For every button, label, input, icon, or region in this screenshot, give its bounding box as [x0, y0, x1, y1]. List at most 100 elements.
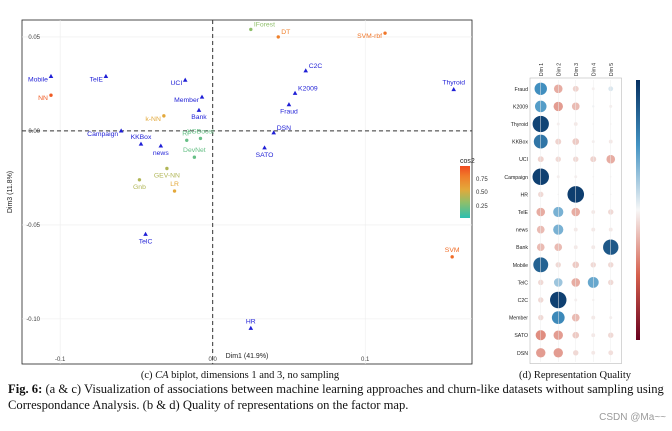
corr-row-label: SATO — [514, 333, 528, 339]
caption-c-italic: CA — [155, 370, 169, 381]
point-label-uci: UCI — [171, 80, 183, 87]
figure-label: Fig. 6: — [8, 382, 43, 396]
watermark: CSDN @Ma~~ — [599, 412, 666, 423]
point-label-k2009: K2009 — [298, 85, 318, 92]
y-tick-label: -0.10 — [26, 317, 40, 323]
x-tick-label: 0.1 — [361, 357, 370, 363]
corr-row-label: K2009 — [513, 104, 528, 110]
point-thyroid — [451, 87, 456, 92]
point-label-c2c: C2C — [309, 63, 323, 70]
point-k-nn — [162, 114, 166, 118]
corr-row-label: Bank — [516, 245, 528, 251]
point-fraud — [286, 102, 292, 107]
point-nn — [49, 93, 53, 97]
corr-cell — [573, 350, 579, 356]
y-tick-label: -0.05 — [26, 223, 40, 229]
point-iforest — [249, 27, 253, 32]
point-label-dt: DT — [281, 29, 290, 36]
point-gnb — [137, 178, 142, 182]
point-tele — [103, 73, 109, 78]
subfigure-caption-d: (d) Representation Quality — [519, 370, 631, 381]
representation-quality-corrplot: Dim 1 Dim 2 Dim 3 Dim 4 Dim 5 Fraud K2009 Thyro… — [504, 63, 622, 364]
corr-cell — [536, 348, 546, 358]
legend-tick-050: 0.50 — [476, 190, 488, 196]
point-news — [158, 143, 164, 148]
point-label-dsn: DSN — [277, 125, 291, 132]
point-label-news: news — [153, 150, 169, 157]
point-hr — [248, 325, 254, 330]
point-label-thyroid: Thyroid — [442, 80, 465, 87]
corr-row-label: DSN — [517, 351, 528, 357]
figure-caption: Fig. 6: (a & c) Visualization of associa… — [8, 382, 668, 413]
point-label-mobile: Mobile — [28, 76, 48, 83]
corr-col-label: Dim 5 — [609, 63, 615, 76]
x-tick-label: -0.1 — [55, 357, 66, 363]
point-label-iforest: IForest — [254, 21, 275, 28]
point-label-hr: HR — [246, 318, 256, 325]
point-label-devnet: DevNet — [183, 147, 206, 154]
caption-c-label: (c) — [140, 370, 153, 381]
point-devnet — [192, 155, 197, 159]
axis-ticks: -0.1 0.0 0.1 0.05 0.00 -0.05 -0.10 — [26, 35, 370, 363]
point-label-sato: SATO — [256, 152, 274, 159]
point-label-lr: LR — [170, 181, 179, 188]
y-tick-label: 0.00 — [28, 129, 40, 135]
point-svm-rbf — [383, 31, 387, 35]
point-lr — [172, 189, 177, 193]
corr-col-label: Dim 1 — [539, 63, 545, 76]
corr-row-label: TelE — [518, 210, 529, 216]
x-axis-label: Dim1 (41.9%) — [226, 353, 269, 360]
point-kkbox — [138, 141, 144, 146]
corr-row-label: news — [516, 228, 529, 234]
point-label-tele: TelE — [90, 76, 104, 83]
point-label-svm: SVM — [445, 247, 460, 254]
corr-row-label: C2C — [518, 298, 529, 304]
corr-colorbar — [636, 80, 640, 340]
corr-row-label: Fraud — [514, 87, 528, 93]
point-label-telc: TelC — [139, 238, 153, 245]
legend-title: cos2 — [460, 158, 475, 165]
point-sato — [262, 145, 267, 150]
point-mobile — [48, 73, 54, 78]
point-label-gnb: Gnb — [133, 184, 146, 191]
point-label-campaign: Campaign — [87, 131, 118, 138]
point-telc — [143, 231, 148, 236]
y-tick-label: 0.05 — [28, 35, 40, 41]
point-label-rf: RF — [182, 130, 191, 137]
legend-tick-075: 0.75 — [476, 177, 488, 183]
point-label-fraud: Fraud — [280, 109, 298, 116]
x-tick-label: 0.0 — [209, 357, 218, 363]
corr-row-label: Thyroid — [511, 122, 528, 128]
point-gev-nn — [165, 166, 169, 171]
point-label-member: Member — [174, 97, 200, 104]
corr-col-label: Dim 2 — [556, 63, 562, 76]
point-bank — [196, 107, 202, 112]
point-label-nn: NN — [38, 95, 48, 102]
corr-cell — [591, 350, 596, 355]
corr-cell — [553, 348, 563, 358]
corr-col-label: Dim 3 — [574, 63, 580, 76]
point-svm — [450, 255, 454, 259]
data-points: IForest DT SVM-rbf C2C Mobile TelE UCI Thyroid K… — [28, 21, 465, 330]
point-label-xgboost: XGBoost — [187, 128, 214, 135]
corr-row-label: KKBox — [512, 140, 528, 146]
point-label-gev-nn: GEV-NN — [154, 173, 180, 180]
point-label-kkbox: KKBox — [131, 134, 152, 141]
corr-row-label: TelC — [518, 280, 529, 286]
origin-reference-lines — [22, 20, 472, 364]
point-campaign — [118, 128, 124, 133]
corr-row-label: Mobile — [513, 263, 528, 269]
caption-c-text: biplot, dimensions 1 and 3, no sampling — [171, 370, 340, 381]
point-c2c — [303, 68, 309, 73]
point-label-bank: Bank — [191, 114, 207, 121]
plot-panel — [21, 19, 473, 365]
legend-tick-025: 0.25 — [476, 204, 488, 210]
corr-row-label: HR — [521, 192, 529, 198]
point-rf — [185, 138, 189, 143]
point-xgboost — [198, 136, 203, 141]
figure-caption-text: (a & c) Visualization of associations be… — [8, 382, 664, 412]
corr-col-label: Dim 4 — [591, 63, 597, 76]
point-uci — [182, 77, 188, 82]
point-label-svm-rbf: SVM-rbf — [357, 33, 382, 40]
